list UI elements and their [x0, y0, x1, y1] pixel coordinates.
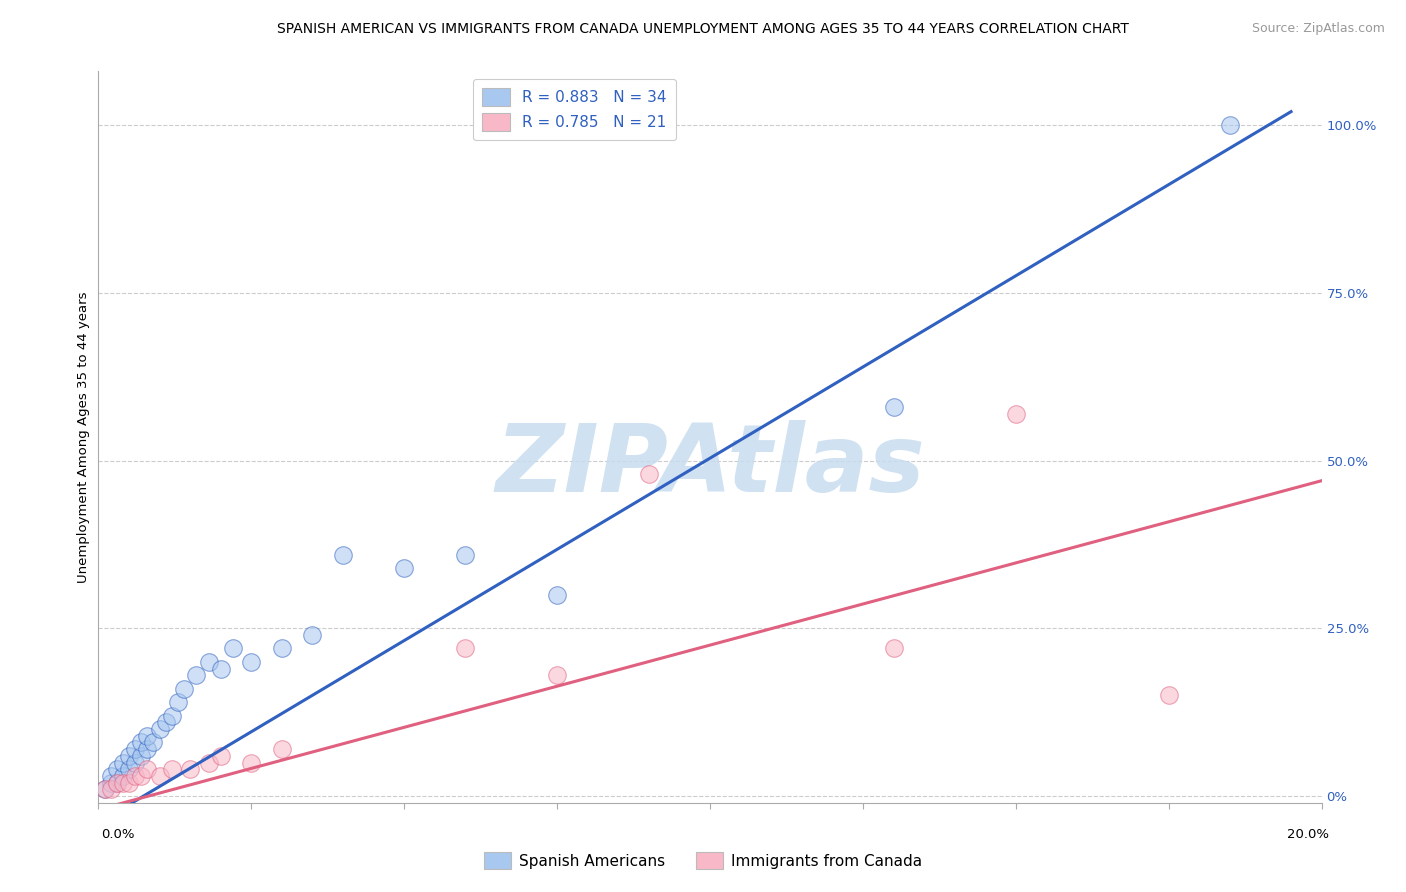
Point	[155, 715, 177, 730]
Point	[105, 775, 128, 789]
Point	[1219, 118, 1241, 132]
Point	[240, 756, 263, 770]
Point	[136, 762, 159, 776]
Point	[160, 708, 183, 723]
Point	[129, 769, 152, 783]
Point	[392, 561, 416, 575]
Point	[93, 782, 115, 797]
Point	[454, 641, 477, 656]
Point	[270, 641, 292, 656]
Point	[179, 762, 201, 776]
Point	[209, 748, 232, 763]
Text: 0.0%: 0.0%	[101, 828, 135, 840]
Point	[160, 762, 183, 776]
Point	[1004, 407, 1026, 421]
Point	[209, 662, 232, 676]
Point	[173, 681, 195, 696]
Point	[637, 467, 661, 481]
Y-axis label: Unemployment Among Ages 35 to 44 years: Unemployment Among Ages 35 to 44 years	[77, 292, 90, 582]
Point	[129, 748, 152, 763]
Point	[136, 729, 159, 743]
Point	[100, 782, 122, 797]
Point	[1157, 689, 1180, 703]
Point	[186, 668, 208, 682]
Point	[301, 628, 323, 642]
Text: Source: ZipAtlas.com: Source: ZipAtlas.com	[1251, 22, 1385, 36]
Point	[100, 769, 122, 783]
Point	[111, 769, 134, 783]
Point	[149, 769, 172, 783]
Legend: R = 0.883   N = 34, R = 0.785   N = 21: R = 0.883 N = 34, R = 0.785 N = 21	[472, 79, 675, 140]
Point	[149, 722, 172, 736]
Text: ZIPAtlas: ZIPAtlas	[495, 420, 925, 512]
Legend: Spanish Americans, Immigrants from Canada: Spanish Americans, Immigrants from Canad…	[478, 846, 928, 875]
Point	[105, 762, 128, 776]
Point	[222, 641, 245, 656]
Point	[93, 782, 115, 797]
Point	[124, 742, 146, 756]
Point	[270, 742, 292, 756]
Point	[883, 400, 905, 414]
Point	[124, 769, 146, 783]
Point	[546, 668, 568, 682]
Point	[332, 548, 354, 562]
Point	[118, 775, 141, 789]
Text: 20.0%: 20.0%	[1286, 828, 1329, 840]
Point	[142, 735, 165, 749]
Point	[136, 742, 159, 756]
Point	[118, 762, 141, 776]
Point	[129, 735, 152, 749]
Point	[546, 588, 568, 602]
Point	[454, 548, 477, 562]
Point	[167, 695, 190, 709]
Point	[111, 775, 134, 789]
Point	[100, 775, 122, 789]
Point	[883, 641, 905, 656]
Point	[118, 748, 141, 763]
Text: SPANISH AMERICAN VS IMMIGRANTS FROM CANADA UNEMPLOYMENT AMONG AGES 35 TO 44 YEAR: SPANISH AMERICAN VS IMMIGRANTS FROM CANA…	[277, 22, 1129, 37]
Point	[240, 655, 263, 669]
Point	[197, 756, 219, 770]
Point	[105, 775, 128, 789]
Point	[124, 756, 146, 770]
Point	[197, 655, 219, 669]
Point	[111, 756, 134, 770]
